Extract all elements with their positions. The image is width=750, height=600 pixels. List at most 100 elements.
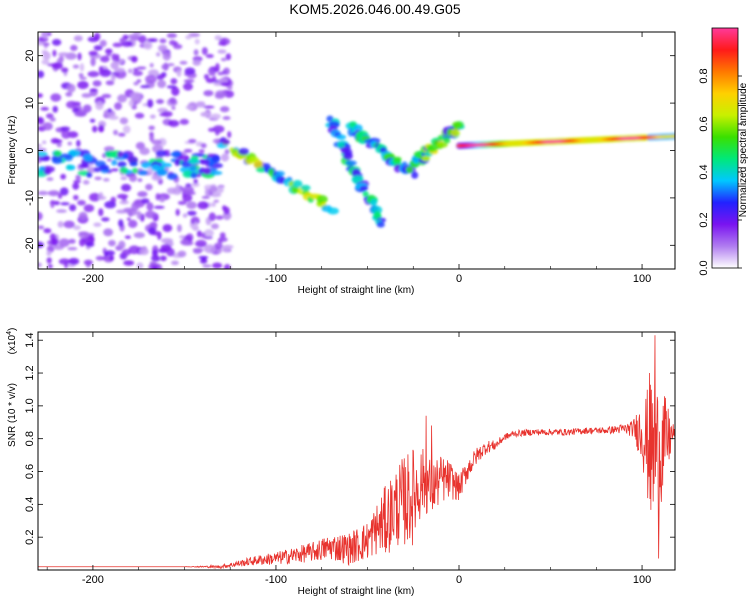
noise-blob: [42, 122, 53, 131]
x-tick-label: 100: [633, 273, 651, 285]
noise-blob: [89, 192, 101, 202]
noise-blob: [204, 188, 209, 197]
branch-blob: [443, 137, 451, 144]
noise-blob: [159, 38, 167, 44]
noise-blob: [172, 43, 183, 50]
noise-blob: [193, 222, 198, 230]
noise-blob: [123, 260, 135, 266]
band-blob: [155, 150, 167, 157]
x-tick-label: -200: [82, 273, 104, 285]
noise-blob: [179, 118, 189, 125]
branch-blob: [345, 160, 357, 166]
noise-blob: [52, 105, 58, 113]
colorbar-tick-label: 0.0: [698, 260, 710, 275]
snr-frame: [37, 331, 676, 571]
noise-blob: [159, 112, 169, 117]
noise-blob: [194, 38, 200, 45]
noise-blob: [155, 99, 165, 104]
noise-blob: [124, 235, 131, 239]
band-blob: [202, 167, 211, 175]
branch-blob: [238, 147, 250, 156]
noise-blob: [220, 153, 230, 162]
branch-blob: [370, 198, 378, 207]
noise-blob: [117, 209, 125, 214]
snr-multiplier-base: (x10: [7, 334, 18, 354]
noise-blob: [92, 80, 102, 87]
noise-blob: [43, 228, 52, 234]
noise-blob: [92, 125, 98, 133]
noise-blob: [203, 105, 215, 109]
noise-blob: [73, 225, 81, 231]
noise-blob: [100, 55, 110, 63]
branch-blob: [452, 121, 462, 129]
branch-blob: [359, 185, 369, 191]
band-blob: [174, 158, 181, 167]
noise-blob: [145, 74, 157, 84]
noise-blob: [147, 98, 154, 108]
noise-blob: [151, 249, 159, 257]
noise-blob: [94, 176, 102, 181]
noise-blob: [208, 71, 216, 77]
noise-blob: [148, 226, 156, 235]
noise-blob: [186, 201, 197, 209]
band-blob: [208, 170, 223, 176]
noise-blob: [113, 67, 126, 73]
noise-blob: [177, 200, 187, 205]
noise-blob: [63, 220, 75, 229]
noise-blob: [170, 78, 178, 85]
noise-blob: [54, 139, 63, 143]
noise-blob: [57, 193, 63, 199]
branch-blob: [405, 166, 414, 174]
noise-blob: [175, 208, 180, 216]
snr-x-label: Height of straight line (km): [298, 586, 415, 597]
band-blob: [188, 158, 199, 164]
noise-blob: [148, 83, 155, 87]
noise-blob: [195, 239, 207, 248]
band-blob: [43, 168, 52, 175]
band-blob: [166, 173, 178, 180]
noise-blob: [136, 262, 144, 269]
noise-blob: [219, 106, 230, 113]
band-blob: [132, 167, 139, 174]
band-blob: [140, 161, 152, 169]
ridge-core: [672, 134, 675, 138]
noise-blob: [78, 211, 88, 221]
noise-blob: [85, 241, 95, 248]
branch-blob: [300, 184, 311, 191]
noise-blob: [130, 91, 141, 101]
noise-blob: [151, 139, 162, 145]
noise-blob: [128, 219, 138, 228]
noise-blob: [105, 53, 112, 57]
noise-blob: [38, 148, 47, 152]
band-blob: [86, 172, 93, 178]
noise-blob: [149, 38, 158, 43]
noise-blob: [60, 67, 69, 73]
y-tick-label: 1.4: [24, 333, 36, 348]
noise-blob: [157, 44, 168, 52]
band-blob: [161, 162, 172, 168]
noise-blob: [139, 147, 150, 156]
noise-blob: [158, 137, 167, 147]
noise-blob: [225, 53, 232, 61]
band-blob: [42, 155, 50, 161]
noise-blob: [153, 205, 165, 209]
band-blob: [170, 152, 181, 157]
noise-blob: [49, 200, 60, 204]
noise-blob: [82, 180, 90, 185]
noise-blob: [57, 52, 70, 57]
y-tick-label: 0.2: [24, 530, 36, 545]
noise-blob: [104, 250, 116, 256]
noise-blob: [108, 115, 119, 120]
x-tick-label: 0: [456, 574, 462, 586]
noise-blob: [131, 201, 140, 211]
noise-blob: [214, 35, 222, 41]
noise-blob: [155, 52, 161, 57]
noise-blob: [87, 71, 100, 78]
noise-blob: [202, 264, 212, 268]
noise-blob: [42, 32, 48, 39]
branch-blob: [351, 168, 361, 178]
noise-blob: [156, 74, 165, 80]
noise-blob: [171, 86, 180, 96]
noise-blob: [214, 128, 220, 136]
